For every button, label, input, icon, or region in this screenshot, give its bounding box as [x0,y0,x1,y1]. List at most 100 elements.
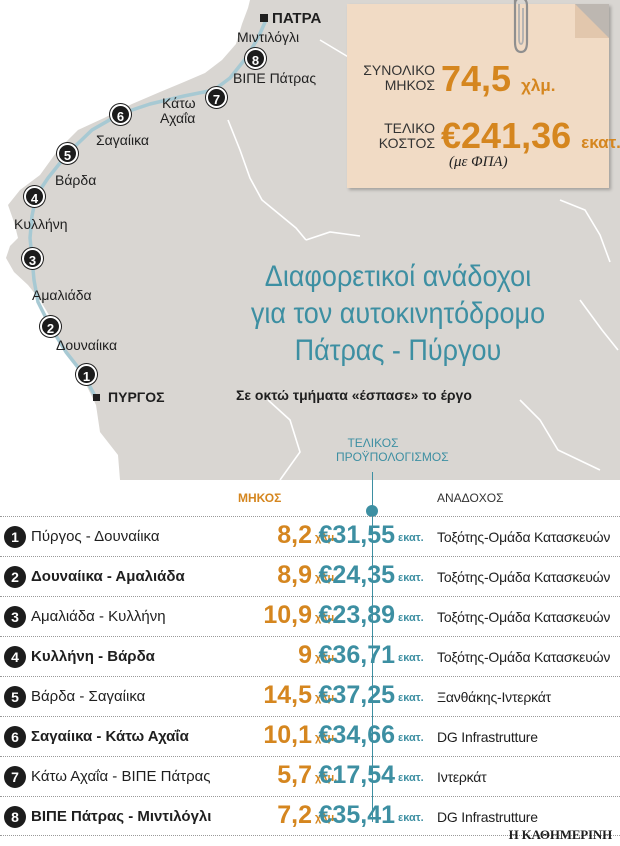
route-marker-5: 5 [57,143,78,164]
row-cost: €23,89 [318,601,395,629]
subheadline: Σε οκτώ τμήματα «έσπασε» το έργο [236,387,472,403]
route-marker-1: 1 [76,364,97,385]
sections-table: 1 Πύργος - Δουναίικα 8,2 χλμ. €31,55 εκα… [0,516,620,836]
row-number: 4 [4,646,26,668]
row-cost-unit: εκατ. [398,692,424,704]
row-length: 9 [298,641,312,669]
row-length: 10,9 [263,601,312,629]
row-section-name: Κάτω Αχαΐα - ΒΙΠΕ Πάτρας [31,768,211,785]
row-cost: €37,25 [318,681,395,709]
row-cost-unit: εκατ. [398,772,424,784]
row-section-name: Βάρδα - Σαγαίικα [31,688,146,705]
row-length-unit: χλμ. [315,812,338,824]
row-section-name: Σαγαίικα - Κάτω Αχαΐα [31,728,189,745]
row-length-unit: χλμ. [315,772,338,784]
row-cost: €35,41 [318,801,395,829]
route-marker-2: 2 [40,316,61,337]
headline-line-1: Διαφορετικοί ανάδοχοι [264,260,532,293]
place-douneika: Δουναίικα [56,337,118,353]
row-cost: €31,55 [318,521,395,549]
row-contractor: Τοξότης-Ομάδα Κατασκευών [437,529,611,545]
row-length-unit: χλμ. [315,612,338,624]
city-marker [260,14,268,22]
row-contractor: Τοξότης-Ομάδα Κατασκευών [437,569,611,585]
place-sagaiika: Σαγαίικα [96,132,149,148]
pyrgos-marker [93,394,100,401]
total-length-unit: χλμ. [521,76,556,95]
headline: Διαφορετικοί ανάδοχοι για τον αυτοκινητό… [200,258,596,369]
row-number: 8 [4,806,26,828]
row-contractor: Ξανθάκης-Ιντερκάτ [437,689,551,705]
final-cost-label: ΤΕΛΙΚΟ ΚΟΣΤΟΣ [378,120,435,151]
row-length: 5,7 [277,761,312,789]
row-cost-unit: εκατ. [398,612,424,624]
row-contractor: DG Infrastrutture [437,729,538,745]
row-length-unit: χλμ. [315,692,338,704]
row-cost-unit: εκατ. [398,732,424,744]
row-section-name: ΒΙΠΕ Πάτρας - Μιντιλόγλι [31,808,212,825]
row-section-name: Κυλλήνη - Βάρδα [31,648,155,665]
place-kyllini: Κυλλήνη [14,216,68,232]
table-row: 2 Δουναίικα - Αμαλιάδα 8,9 χλμ. €24,35 ε… [0,556,620,596]
row-cost: €17,54 [318,761,395,789]
place-kato-achaia-2: Αχαΐα [160,110,196,126]
row-cost: €24,35 [318,561,395,589]
row-contractor: Τοξότης-Ομάδα Κατασκευών [437,649,611,665]
row-length: 8,2 [277,521,312,549]
table-row: 4 Κυλλήνη - Βάρδα 9 χλμ. €36,71 εκατ. Το… [0,636,620,676]
row-section-name: Πύργος - Δουναίικα [31,528,160,545]
row-number: 5 [4,686,26,708]
route-marker-3: 3 [22,248,43,269]
row-cost: €36,71 [318,641,395,669]
row-number: 6 [4,726,26,748]
headline-line-2: για τον αυτοκινητόδρομο [250,297,546,330]
row-cost-unit: εκατ. [398,652,424,664]
row-section-name: Δουναίικα - Αμαλιάδα [31,568,185,585]
row-length-unit: χλμ. [315,652,338,664]
route-marker-7: 7 [206,87,227,108]
headline-line-3: Πάτρας - Πύργου [294,334,502,367]
row-length-unit: χλμ. [315,532,338,544]
summary-note: ΣΥΝΟΛΙΚΟ ΜΗΚΟΣ 74,5 χλμ. ΤΕΛΙΚΟ ΚΟΣΤΟΣ €… [347,4,620,188]
place-vipe-patras: ΒΙΠΕ Πάτρας [233,70,317,86]
budget-indicator-line [372,472,373,822]
row-length: 7,2 [277,801,312,829]
route-marker-4: 4 [24,186,45,207]
contractor-column-header: ΑΝΑΔΟΧΟΣ [437,491,504,505]
row-number: 7 [4,766,26,788]
length-column-header: ΜΗΚΟΣ [238,491,282,505]
row-cost-unit: εκατ. [398,532,424,544]
row-number: 2 [4,566,26,588]
final-cost-unit: εκατ. [581,133,620,152]
table-row: 7 Κάτω Αχαΐα - ΒΙΠΕ Πάτρας 5,7 χλμ. €17,… [0,756,620,796]
table-row: 6 Σαγαίικα - Κάτω Αχαΐα 10,1 χλμ. €34,66… [0,716,620,756]
row-section-name: Αμαλιάδα - Κυλλήνη [31,608,166,625]
place-kato-achaia-1: Κάτω [162,95,196,111]
table-row: 8 ΒΙΠΕ Πάτρας - Μιντιλόγλι 7,2 χλμ. €35,… [0,796,620,836]
publisher-credit: Η ΚΑΘΗΜΕΡΙΝΗ [508,827,613,842]
row-contractor: Ιντερκάτ [437,769,487,785]
place-varda: Βάρδα [55,172,97,188]
city-pyrgos: ΠΥΡΓΟΣ [108,389,165,405]
row-cost: €34,66 [318,721,395,749]
budget-header: ΤΕΛΙΚΟΣ ΠΡΟΫΠΟΛΟΓΙΣΜΟΣ [336,436,449,464]
final-cost-value: €241,36 εκατ. [441,115,620,156]
route-marker-6: 6 [110,104,131,125]
total-length-label: ΣΥΝΟΛΙΚΟ ΜΗΚΟΣ [363,62,435,93]
row-length-unit: χλμ. [315,732,338,744]
place-mintilogli: Μιντιλόγλι [237,29,300,45]
row-length: 14,5 [263,681,312,709]
budget-indicator-dot [366,505,378,517]
row-number: 1 [4,526,26,548]
row-length: 8,9 [277,561,312,589]
route-marker-8: 8 [245,48,266,69]
place-amaliada: Αμαλιάδα [32,287,92,303]
row-length-unit: χλμ. [315,572,338,584]
row-cost-unit: εκατ. [398,572,424,584]
note-fold [575,4,609,38]
total-length-value: 74,5 χλμ. [441,58,556,99]
table-row: 5 Βάρδα - Σαγαίικα 14,5 χλμ. €37,25 εκατ… [0,676,620,716]
paperclip-icon [513,0,529,54]
row-cost-unit: εκατ. [398,812,424,824]
table-row: 1 Πύργος - Δουναίικα 8,2 χλμ. €31,55 εκα… [0,516,620,556]
